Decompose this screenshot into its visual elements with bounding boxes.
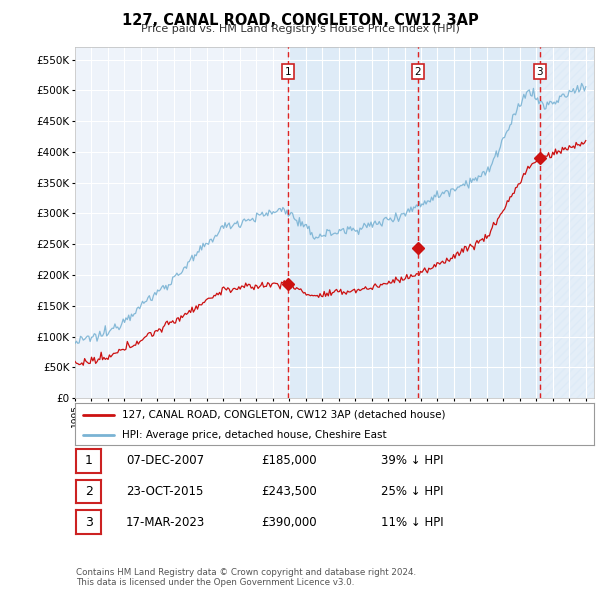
Text: 25% ↓ HPI: 25% ↓ HPI [381, 485, 443, 498]
Text: £185,000: £185,000 [261, 454, 317, 467]
Text: 127, CANAL ROAD, CONGLETON, CW12 3AP: 127, CANAL ROAD, CONGLETON, CW12 3AP [122, 13, 478, 28]
Text: 11% ↓ HPI: 11% ↓ HPI [381, 516, 443, 529]
Text: 2: 2 [415, 67, 421, 77]
Text: 2: 2 [85, 485, 93, 498]
Text: 127, CANAL ROAD, CONGLETON, CW12 3AP (detached house): 127, CANAL ROAD, CONGLETON, CW12 3AP (de… [122, 410, 445, 420]
Text: Contains HM Land Registry data © Crown copyright and database right 2024.
This d: Contains HM Land Registry data © Crown c… [76, 568, 416, 587]
Text: Price paid vs. HM Land Registry's House Price Index (HPI): Price paid vs. HM Land Registry's House … [140, 24, 460, 34]
Text: 1: 1 [284, 67, 291, 77]
Text: 39% ↓ HPI: 39% ↓ HPI [381, 454, 443, 467]
Text: 1: 1 [85, 454, 93, 467]
Text: £390,000: £390,000 [261, 516, 317, 529]
Text: HPI: Average price, detached house, Cheshire East: HPI: Average price, detached house, Ches… [122, 430, 386, 440]
Bar [540, 47, 594, 398]
Text: 07-DEC-2007: 07-DEC-2007 [126, 454, 204, 467]
Bar [288, 47, 540, 398]
Text: 3: 3 [536, 67, 543, 77]
Text: 17-MAR-2023: 17-MAR-2023 [126, 516, 205, 529]
Text: 3: 3 [85, 516, 93, 529]
Text: 23-OCT-2015: 23-OCT-2015 [126, 485, 203, 498]
Text: £243,500: £243,500 [261, 485, 317, 498]
